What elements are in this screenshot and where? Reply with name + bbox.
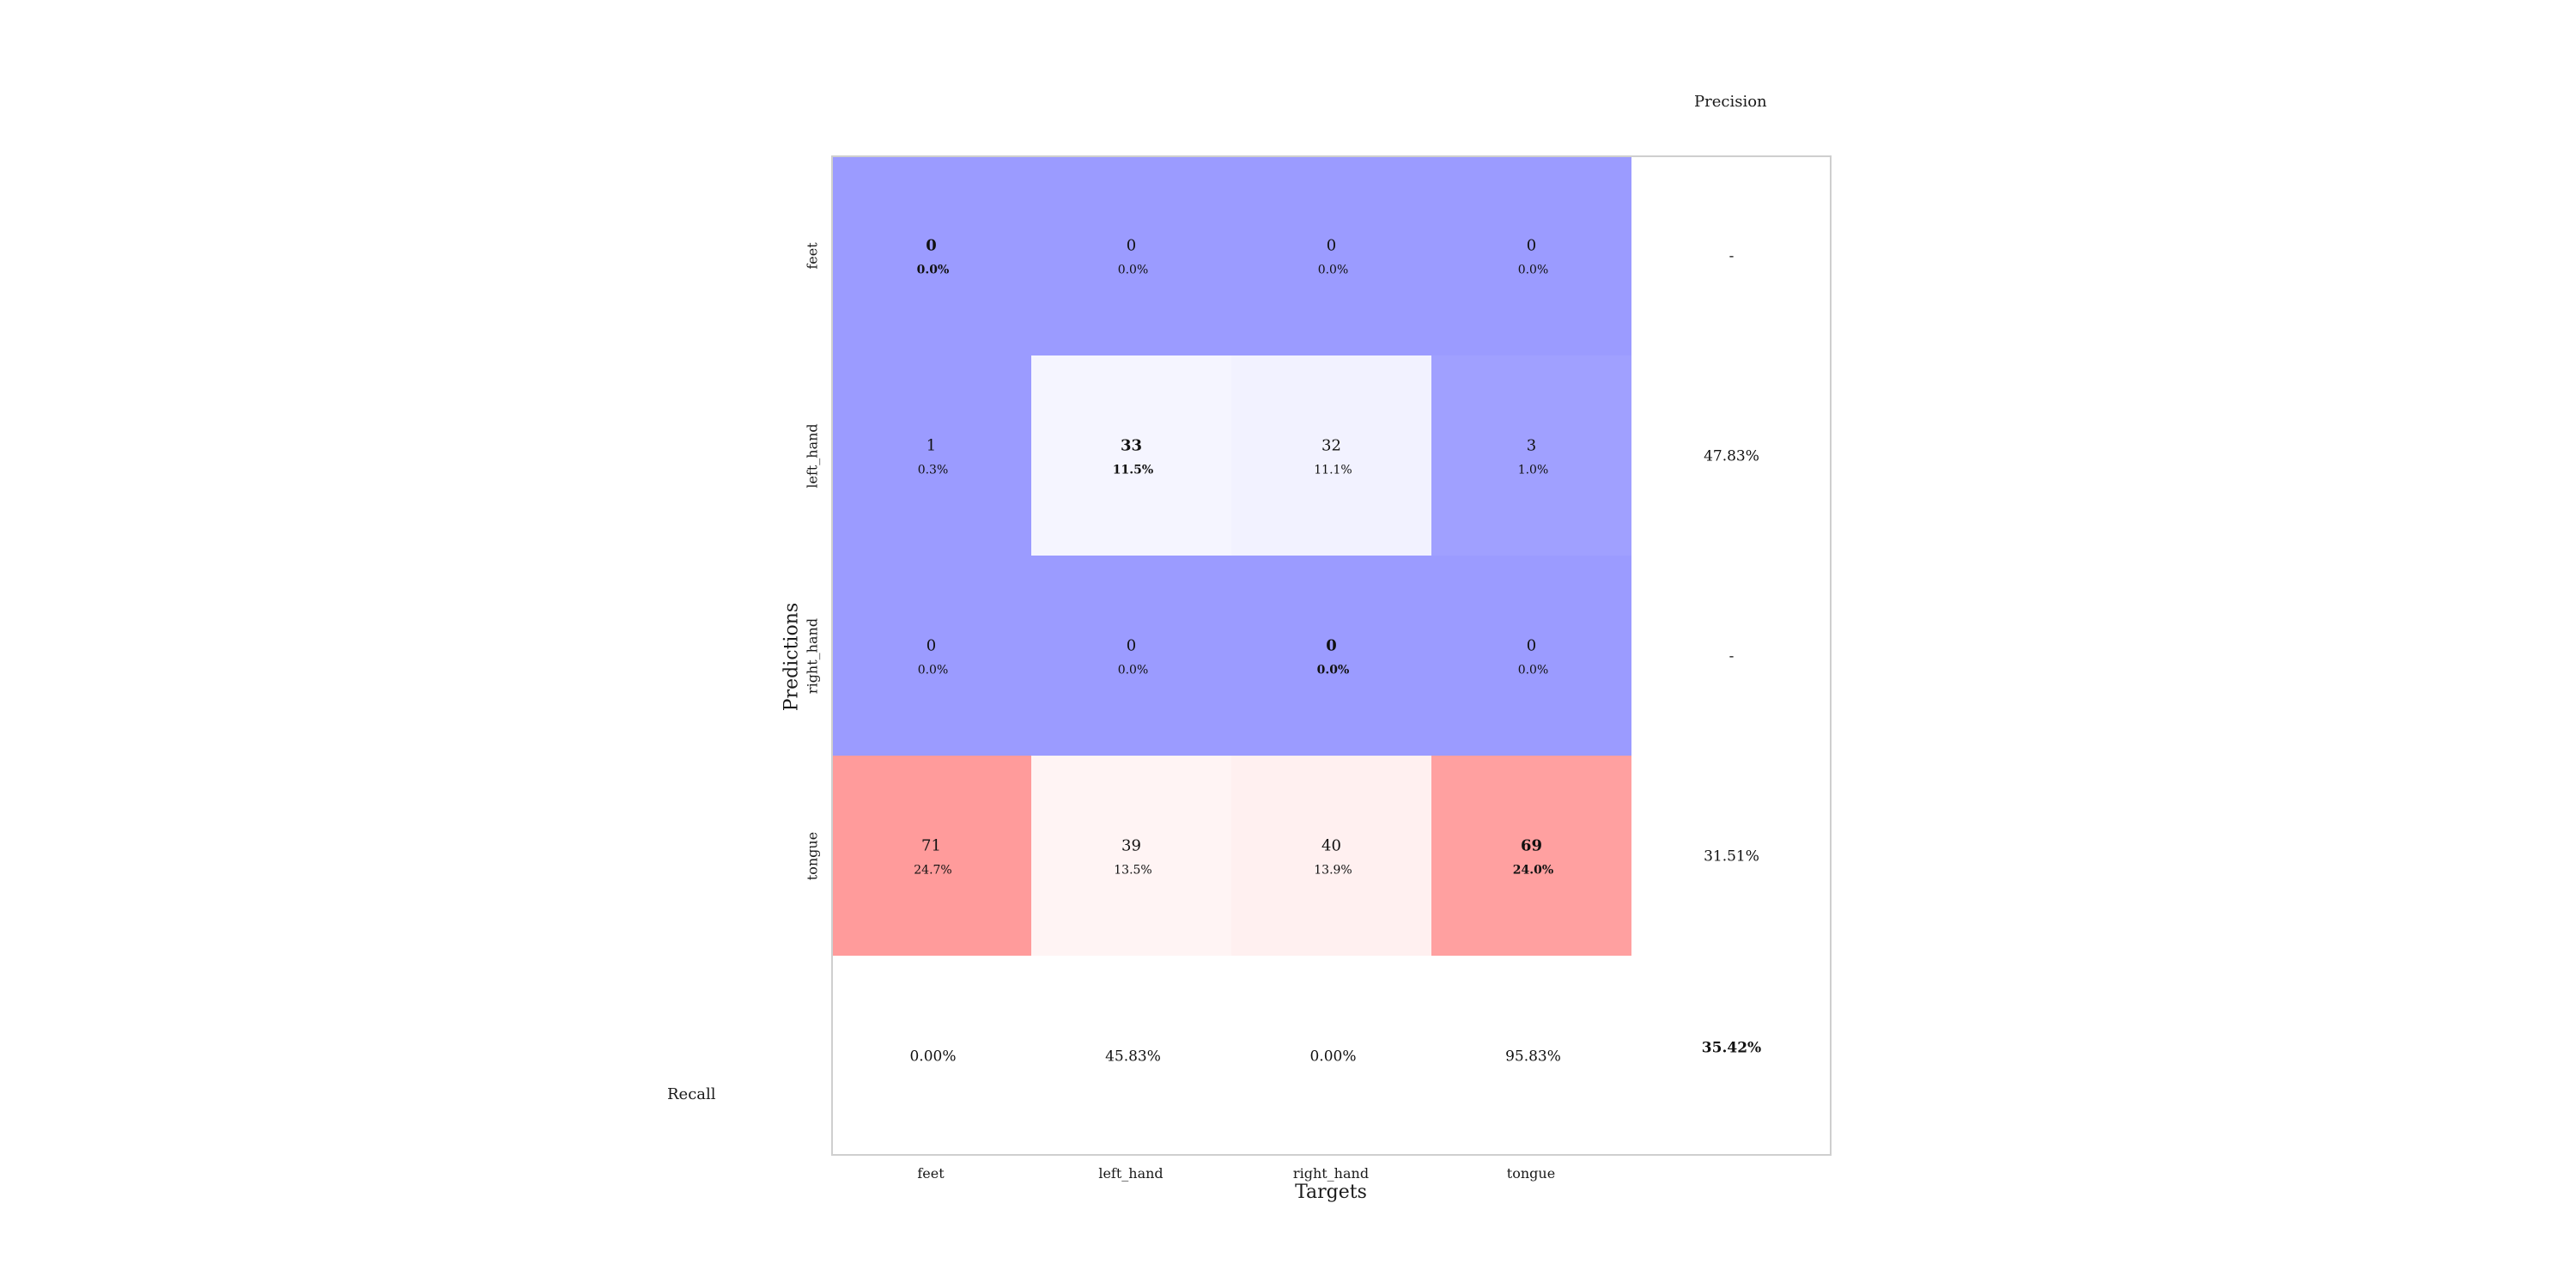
x-tick-left-hand: left_hand (1098, 1165, 1163, 1182)
cell-count-label-2-3: 0 (1527, 637, 1536, 655)
matrix-cell-0-1 (1031, 155, 1231, 355)
y-axis-title: Predictions (781, 602, 803, 712)
precision-value-2: - (1729, 648, 1735, 665)
matrix-cell-2-0 (831, 556, 1031, 756)
x-tick-feet: feet (917, 1165, 945, 1182)
precision-value-0: - (1729, 248, 1735, 265)
matrix-cell-3-1 (1031, 756, 1231, 956)
cell-percent-label-1-2: 11.1% (1314, 464, 1352, 477)
cell-count-label-0-3: 0 (1527, 237, 1536, 255)
cell-count-label-2-2: 0 (1326, 637, 1337, 655)
x-tick-right-hand: right_hand (1292, 1165, 1370, 1182)
precision-value-3: 31.51% (1704, 848, 1759, 866)
y-tick-left-hand: left_hand (804, 423, 821, 489)
cell-count-label-0-0: 0 (926, 237, 937, 255)
cell-percent-label-3-2: 13.9% (1314, 864, 1352, 878)
cell-percent-label-0-3: 0.0% (1518, 264, 1549, 277)
matrix-cell-2-1 (1031, 556, 1231, 756)
y-tick-feet: feet (804, 242, 821, 270)
cell-percent-label-1-1: 11.5% (1113, 464, 1153, 477)
cell-count-label-3-0: 71 (921, 837, 941, 855)
cell-count-label-1-0: 1 (927, 437, 936, 455)
matrix-cell-3-2 (1231, 756, 1431, 956)
y-tick-right-hand: right_hand (804, 617, 821, 695)
matrix-cell-0-0 (831, 155, 1031, 355)
matrix-cell-1-1 (1031, 355, 1231, 556)
matrix-cell-3-3 (1431, 756, 1631, 956)
x-axis-title: Targets (1295, 1182, 1367, 1203)
cell-percent-label-3-3: 24.0% (1513, 864, 1553, 878)
cell-count-label-3-1: 39 (1121, 837, 1141, 855)
recall-value-2: 0.00% (1309, 1048, 1356, 1066)
matrix-cell-0-3 (1431, 155, 1631, 355)
cell-percent-label-1-0: 0.3% (918, 464, 949, 477)
cell-count-label-3-2: 40 (1321, 837, 1341, 855)
cell-percent-label-0-2: 0.0% (1318, 264, 1349, 277)
cell-percent-label-0-1: 0.0% (1118, 264, 1149, 277)
cell-count-label-0-1: 0 (1127, 237, 1136, 255)
recall-title: Recall (667, 1085, 716, 1103)
cell-count-label-2-0: 0 (927, 637, 936, 655)
cell-percent-label-2-0: 0.0% (918, 664, 949, 677)
precision-title: Precision (1694, 93, 1767, 111)
matrix-cell-2-3 (1431, 556, 1631, 756)
matrix-cell-2-2 (1231, 556, 1431, 756)
matrix-cell-1-2 (1231, 355, 1431, 556)
cell-count-label-0-2: 0 (1327, 237, 1336, 255)
cell-count-label-1-3: 3 (1527, 437, 1536, 455)
recall-value-1: 45.83% (1105, 1048, 1161, 1066)
x-tick-tongue: tongue (1506, 1165, 1556, 1182)
cell-count-label-1-2: 32 (1321, 437, 1341, 455)
matrix-cell-1-3 (1431, 355, 1631, 556)
cell-count-label-3-3: 69 (1521, 837, 1542, 855)
precision-value-1: 47.83% (1704, 448, 1759, 465)
cell-percent-label-3-1: 13.5% (1114, 864, 1151, 878)
recall-value-0: 0.00% (909, 1048, 956, 1066)
cell-percent-label-2-2: 0.0% (1317, 664, 1350, 677)
cell-percent-label-1-3: 1.0% (1518, 464, 1549, 477)
cell-percent-label-0-0: 0.0% (917, 264, 950, 277)
recall-value-3: 95.83% (1505, 1048, 1561, 1066)
cell-count-label-2-1: 0 (1127, 637, 1136, 655)
overall-accuracy-value: 35.42% (1702, 1040, 1761, 1057)
matrix-cell-3-0 (831, 756, 1031, 956)
cell-percent-label-2-1: 0.0% (1118, 664, 1149, 677)
cell-percent-label-3-0: 24.7% (914, 864, 951, 878)
cell-count-label-1-1: 33 (1121, 437, 1142, 455)
matrix-cell-0-2 (1231, 155, 1431, 355)
matrix-cell-1-0 (831, 355, 1031, 556)
cell-percent-label-2-3: 0.0% (1518, 664, 1549, 677)
y-tick-tongue: tongue (804, 831, 821, 881)
